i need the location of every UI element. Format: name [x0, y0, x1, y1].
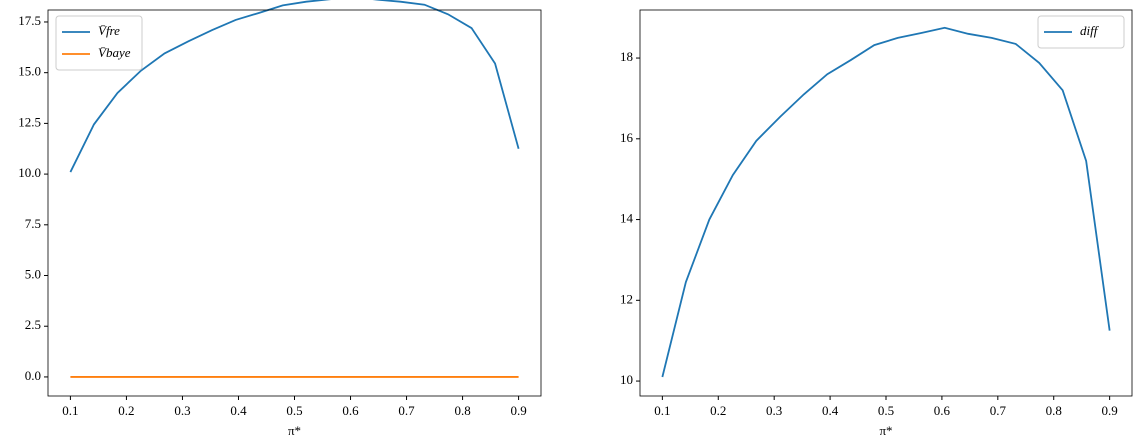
y-tick-label: 10.0	[18, 165, 41, 180]
x-axis-label: π*	[879, 423, 892, 438]
legend: V̄fre V̄baye	[55, 15, 143, 71]
x-tick-label: 0.3	[766, 403, 782, 418]
legend-label: diff	[1080, 23, 1100, 38]
line-series	[661, 26, 1111, 378]
y-tick-label: 2.5	[25, 317, 41, 332]
x-tick-label: 0.7	[398, 403, 415, 418]
y-tick-label: 18	[620, 49, 633, 64]
x-tick-label: 0.1	[62, 403, 78, 418]
legend-label: V̄fre	[98, 23, 120, 38]
plot-frame	[47, 9, 542, 397]
plot-frame	[639, 9, 1133, 397]
legend-box	[55, 15, 143, 71]
x-tick-label: 0.2	[710, 403, 726, 418]
y-tick-label: 16	[620, 130, 634, 145]
x-tick-label: 0.8	[454, 403, 470, 418]
x-tick-label: 0.3	[174, 403, 190, 418]
x-tick-label: 0.7	[990, 403, 1007, 418]
legend-label: V̄baye	[98, 45, 131, 60]
x-tick-label: 0.4	[230, 403, 247, 418]
x-tick-label: 0.5	[878, 403, 894, 418]
y-tick-label: 15.0	[18, 64, 41, 79]
y-tick-label: 0.0	[25, 368, 41, 383]
x-tick-label: 0.1	[654, 403, 670, 418]
y-tick-label: 14	[620, 211, 634, 226]
y-tick-label: 17.5	[18, 13, 41, 28]
legend-box	[1037, 15, 1125, 49]
x-tick-label: 0.6	[934, 403, 951, 418]
x-tick-label: 0.8	[1046, 403, 1062, 418]
y-tick-label: 5.0	[25, 266, 41, 281]
y-tick-label: 10	[620, 372, 633, 387]
legend: diff	[1037, 15, 1125, 49]
x-tick-label: 0.9	[510, 403, 526, 418]
line-series	[69, 0, 520, 173]
x-tick-label: 0.6	[342, 403, 359, 418]
x-tick-label: 0.5	[286, 403, 302, 418]
x-tick-label: 0.2	[118, 403, 134, 418]
y-tick-label: 12	[620, 291, 633, 306]
x-tick-label: 0.4	[822, 403, 839, 418]
x-axis-label: π*	[288, 423, 301, 438]
x-tick-label: 0.9	[1102, 403, 1118, 418]
y-tick-label: 12.5	[18, 114, 41, 129]
y-tick-label: 7.5	[25, 216, 41, 231]
